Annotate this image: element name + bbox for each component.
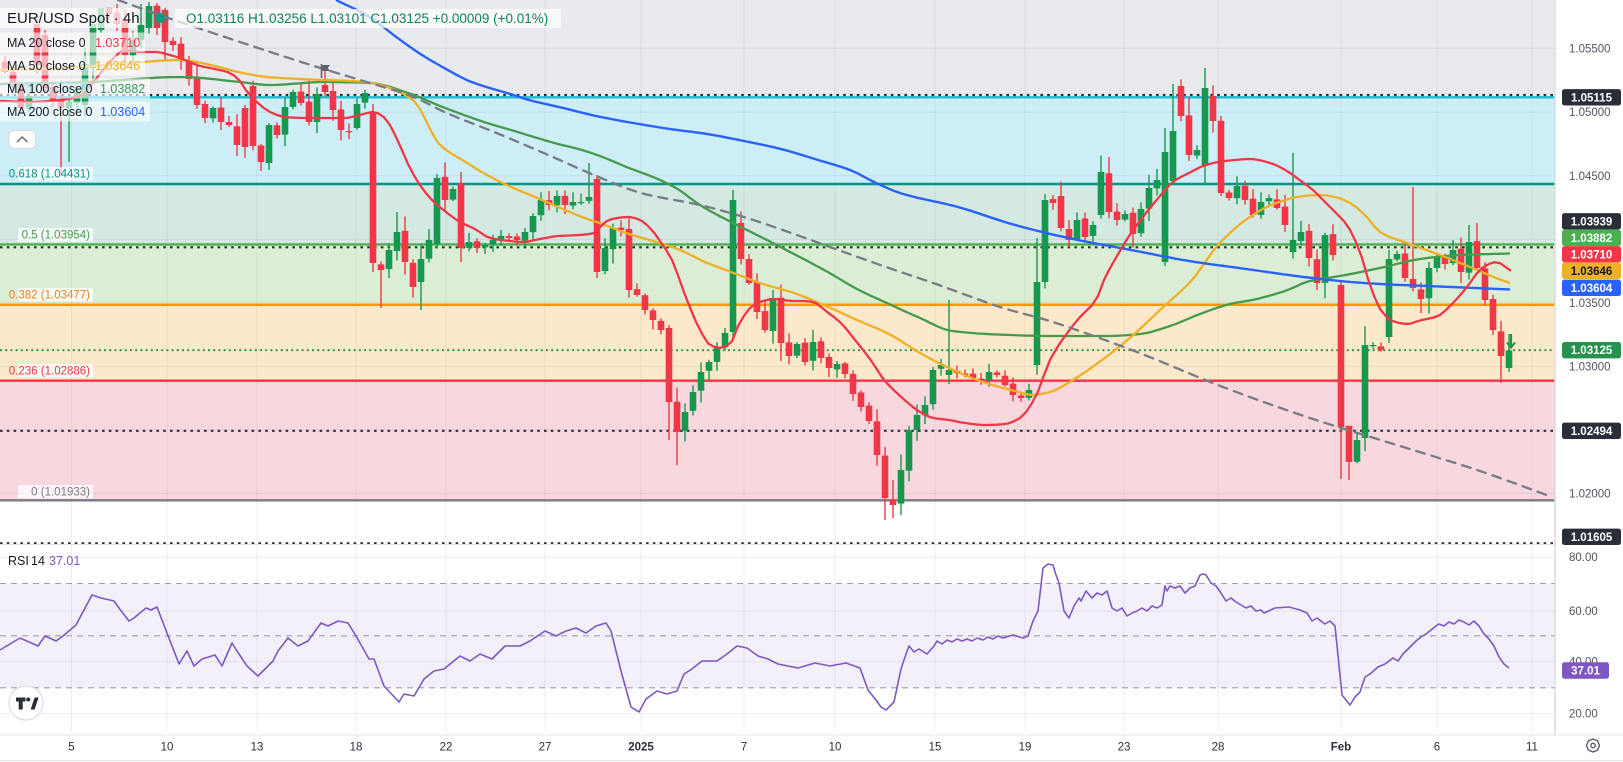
svg-text:1.03710: 1.03710	[1571, 249, 1613, 261]
svg-text:1.03604: 1.03604	[100, 105, 145, 119]
svg-text:1.02494: 1.02494	[1571, 426, 1613, 438]
svg-text:11: 11	[1526, 742, 1538, 754]
svg-text:37.01: 37.01	[1571, 666, 1600, 678]
svg-text:80.00: 80.00	[1569, 552, 1598, 564]
svg-text:5: 5	[68, 742, 74, 754]
svg-text:0.236 (1.02886): 0.236 (1.02886)	[9, 366, 90, 378]
svg-text:MA 20 close 0: MA 20 close 0	[7, 36, 86, 50]
svg-text:1.03710: 1.03710	[95, 36, 140, 50]
svg-text:1.02000: 1.02000	[1569, 488, 1611, 500]
svg-text:1.03646: 1.03646	[95, 59, 140, 73]
svg-text:1.05115: 1.05115	[1571, 92, 1613, 104]
svg-text:19: 19	[1019, 742, 1032, 754]
svg-text:EUR/USD Spot · 4h: EUR/USD Spot · 4h	[7, 10, 140, 27]
svg-text:1.03125: 1.03125	[1571, 345, 1613, 357]
svg-text:7: 7	[741, 742, 747, 754]
svg-text:1.03882: 1.03882	[100, 82, 145, 96]
svg-text:MA 100 close 0: MA 100 close 0	[7, 82, 93, 96]
svg-text:2025: 2025	[628, 742, 654, 754]
svg-text:20.00: 20.00	[1569, 709, 1598, 721]
svg-text:1.05000: 1.05000	[1569, 107, 1611, 119]
svg-text:23: 23	[1118, 742, 1131, 754]
svg-text:6: 6	[1434, 742, 1440, 754]
svg-text:28: 28	[1212, 742, 1225, 754]
svg-text:10: 10	[829, 742, 842, 754]
svg-text:Feb: Feb	[1331, 742, 1351, 754]
svg-text:1.03646: 1.03646	[1571, 266, 1613, 278]
svg-text:0.5 (1.03954): 0.5 (1.03954)	[22, 230, 91, 242]
svg-text:0.382 (1.03477): 0.382 (1.03477)	[9, 290, 90, 302]
svg-text:1.03939: 1.03939	[1571, 216, 1613, 228]
svg-text:18: 18	[350, 742, 363, 754]
svg-text:1.03000: 1.03000	[1569, 361, 1611, 373]
svg-text:1.05500: 1.05500	[1569, 43, 1611, 55]
svg-text:1.04500: 1.04500	[1569, 171, 1611, 183]
svg-text:O1.03116 H1.03256 L1.03101: O1.03116 H1.03256 L1.03101 C1.03125 +0.0…	[186, 11, 548, 26]
svg-text:MA 200 close 0: MA 200 close 0	[7, 105, 93, 119]
svg-text:15: 15	[929, 742, 942, 754]
svg-text:1.01605: 1.01605	[1571, 532, 1613, 544]
svg-text:0 (1.01933): 0 (1.01933)	[31, 487, 90, 499]
svg-text:27: 27	[539, 742, 552, 754]
svg-text:MA 50 close 0: MA 50 close 0	[7, 59, 86, 73]
svg-text:22: 22	[440, 742, 453, 754]
svg-text:0.618 (1.04431): 0.618 (1.04431)	[9, 169, 90, 181]
svg-text:1.03882: 1.03882	[1571, 233, 1613, 245]
svg-text:1.03500: 1.03500	[1569, 298, 1611, 310]
svg-text:37.01: 37.01	[49, 554, 80, 568]
svg-text:10: 10	[161, 742, 174, 754]
svg-text:1.03604: 1.03604	[1571, 283, 1613, 295]
svg-text:60.00: 60.00	[1569, 606, 1598, 618]
svg-text:13: 13	[251, 742, 264, 754]
svg-text:14: 14	[31, 554, 45, 568]
svg-text:RSI: RSI	[8, 554, 29, 568]
